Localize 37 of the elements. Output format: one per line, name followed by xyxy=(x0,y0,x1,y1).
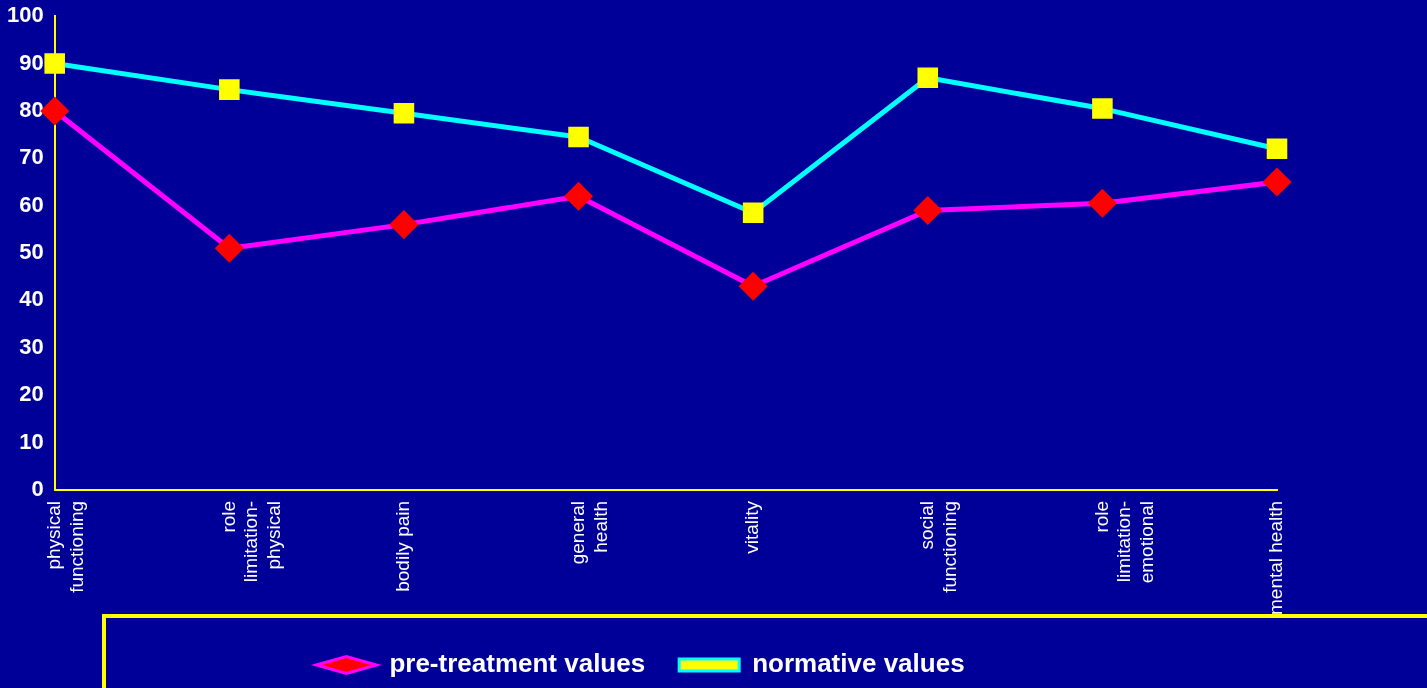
x-tick-label: role limitation-physical xyxy=(217,500,285,583)
point xyxy=(917,67,939,89)
point xyxy=(1263,168,1291,196)
y-tick-label: 70 xyxy=(19,144,44,170)
y-tick-label: 0 xyxy=(31,475,44,501)
point xyxy=(914,196,942,224)
y-tick-label: 60 xyxy=(19,191,44,217)
x-tick-label: role limitation-emotional xyxy=(1090,500,1158,584)
point xyxy=(739,272,767,300)
x-tick-label: physical functioning xyxy=(42,500,87,593)
point xyxy=(1266,138,1288,160)
point xyxy=(219,79,240,100)
x-tick-label: bodily pain xyxy=(392,500,414,592)
x-tick-label: social functioning xyxy=(916,500,960,593)
point xyxy=(1092,98,1113,119)
y-tick-label: 30 xyxy=(19,333,44,359)
y-tick-label: 90 xyxy=(19,49,44,75)
y-tick-label: 80 xyxy=(19,97,44,123)
y-tick-label: 40 xyxy=(19,286,44,312)
y-tick-label: 50 xyxy=(19,239,44,265)
x-tick-label: general health xyxy=(566,500,611,565)
point xyxy=(1088,189,1116,217)
point xyxy=(215,234,243,262)
y-tick-label: 100 xyxy=(6,2,44,28)
x-tick-label: vitality xyxy=(741,500,763,554)
point xyxy=(44,53,65,74)
legend-label: normative values xyxy=(752,648,965,679)
point xyxy=(565,182,593,210)
legend-label: pre-treatment values xyxy=(389,648,646,679)
point xyxy=(742,202,764,224)
point xyxy=(568,126,589,148)
point xyxy=(393,103,415,124)
y-tick-label: 20 xyxy=(19,381,44,407)
y-tick-label: 10 xyxy=(19,428,44,454)
x-tick-label: mental health xyxy=(1265,500,1287,615)
point xyxy=(390,211,418,239)
point xyxy=(41,97,69,125)
